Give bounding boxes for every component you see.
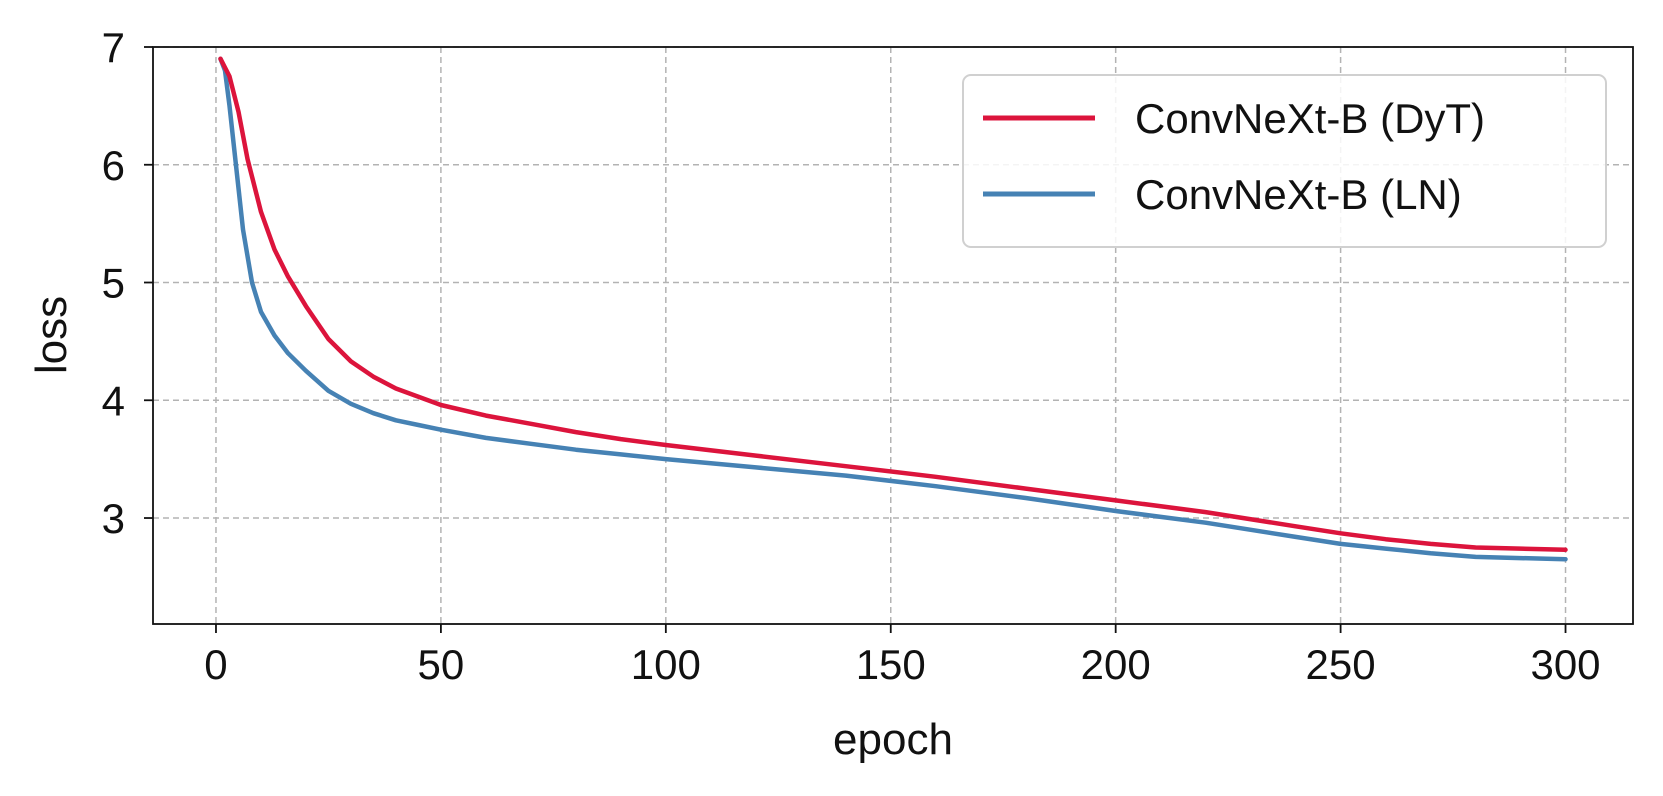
x-tick-label: 300: [1530, 641, 1600, 688]
legend: ConvNeXt-B (DyT) ConvNeXt-B (LN): [962, 74, 1607, 248]
x-tick-label: 0: [204, 641, 227, 688]
y-axis-label: loss: [27, 296, 76, 374]
plot-frame: [152, 46, 1634, 625]
x-tick-label: 250: [1306, 641, 1376, 688]
series-line-ln: [218, 56, 1568, 562]
y-tick-label: 4: [102, 377, 125, 424]
x-tick-label: 50: [418, 641, 465, 688]
series-line-dyt: [218, 56, 1568, 553]
x-tick-label: 200: [1081, 641, 1151, 688]
legend-box: [962, 74, 1607, 248]
x-tick-label: 150: [856, 641, 926, 688]
y-tick-label: 3: [102, 495, 125, 542]
series-lines: [218, 56, 1568, 562]
ticks: 0 50 100 150 200 250 300 3 4 5 6 7: [102, 24, 1601, 688]
y-tick-label: 5: [102, 260, 125, 307]
legend-label-dyt: ConvNeXt-B (DyT): [1135, 95, 1485, 142]
x-axis-label: epoch: [833, 715, 953, 764]
y-tick-label: 7: [102, 24, 125, 71]
y-tick-label: 6: [102, 142, 125, 189]
legend-label-ln: ConvNeXt-B (LN): [1135, 171, 1462, 218]
x-tick-label: 100: [631, 641, 701, 688]
